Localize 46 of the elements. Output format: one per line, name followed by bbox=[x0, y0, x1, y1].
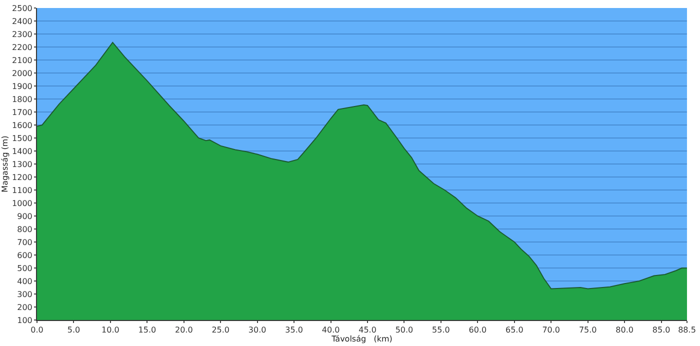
y-tick-label: 1200 bbox=[12, 172, 32, 182]
y-tick-label: 800 bbox=[17, 224, 32, 234]
y-tick-label: 2000 bbox=[12, 68, 32, 78]
x-tick-label: 20.0 bbox=[174, 326, 193, 335]
x-tick-label: 15.0 bbox=[138, 326, 156, 335]
x-tick-label: 70.0 bbox=[542, 326, 560, 335]
y-tick-label: 100 bbox=[17, 316, 32, 325]
x-tick-label: 35.0 bbox=[285, 326, 303, 335]
x-tick-label: 65.0 bbox=[505, 326, 524, 335]
x-tick-label: 88.5 bbox=[678, 326, 696, 335]
x-tick-label: 45.0 bbox=[358, 326, 376, 335]
y-tick-label: 600 bbox=[17, 250, 32, 260]
y-tick-label: 2300 bbox=[12, 30, 32, 39]
y-tick-label: 500 bbox=[17, 264, 32, 273]
x-tick-label: 60.0 bbox=[468, 326, 487, 335]
y-tick-label: 1300 bbox=[12, 160, 32, 169]
y-tick-label: 400 bbox=[17, 276, 32, 286]
x-tick-label: 0.0 bbox=[30, 326, 44, 335]
y-tick-label: 1700 bbox=[12, 108, 32, 117]
y-tick-label: 2500 bbox=[12, 4, 32, 13]
y-tick-label: 2200 bbox=[12, 42, 32, 52]
y-tick-label: 1900 bbox=[12, 82, 32, 91]
x-tick-label: 80.0 bbox=[616, 326, 634, 335]
y-tick-label: 200 bbox=[17, 302, 32, 312]
y-tick-label: 1600 bbox=[12, 120, 32, 130]
y-tick-label: 1100 bbox=[12, 186, 32, 195]
y-tick-label: 700 bbox=[17, 238, 32, 247]
x-tick-label: 50.0 bbox=[395, 326, 414, 335]
x-tick-label: 25.0 bbox=[212, 326, 230, 335]
x-tick-label: 55.0 bbox=[432, 326, 450, 335]
x-tick-label: 30.0 bbox=[248, 326, 266, 335]
y-tick-label: 2100 bbox=[12, 56, 32, 65]
x-tick-label: 10.0 bbox=[102, 326, 120, 335]
y-tick-label: 900 bbox=[17, 212, 32, 221]
y-tick-label: 1400 bbox=[12, 146, 32, 156]
y-axis-title: Magasság (m) bbox=[0, 136, 10, 192]
x-tick-label: 5.0 bbox=[67, 326, 80, 335]
x-tick-label: 85.0 bbox=[652, 326, 670, 335]
y-tick-label: 1800 bbox=[12, 94, 32, 104]
y-tick-label: 1500 bbox=[12, 134, 32, 143]
y-tick-label: 1000 bbox=[12, 198, 32, 208]
x-axis-title: Távolság (km) bbox=[330, 334, 392, 344]
x-tick-label: 75.0 bbox=[578, 326, 597, 335]
x-tick-label: 40.0 bbox=[322, 326, 340, 335]
y-tick-label: 300 bbox=[17, 290, 32, 299]
y-tick-label: 2400 bbox=[12, 16, 32, 26]
